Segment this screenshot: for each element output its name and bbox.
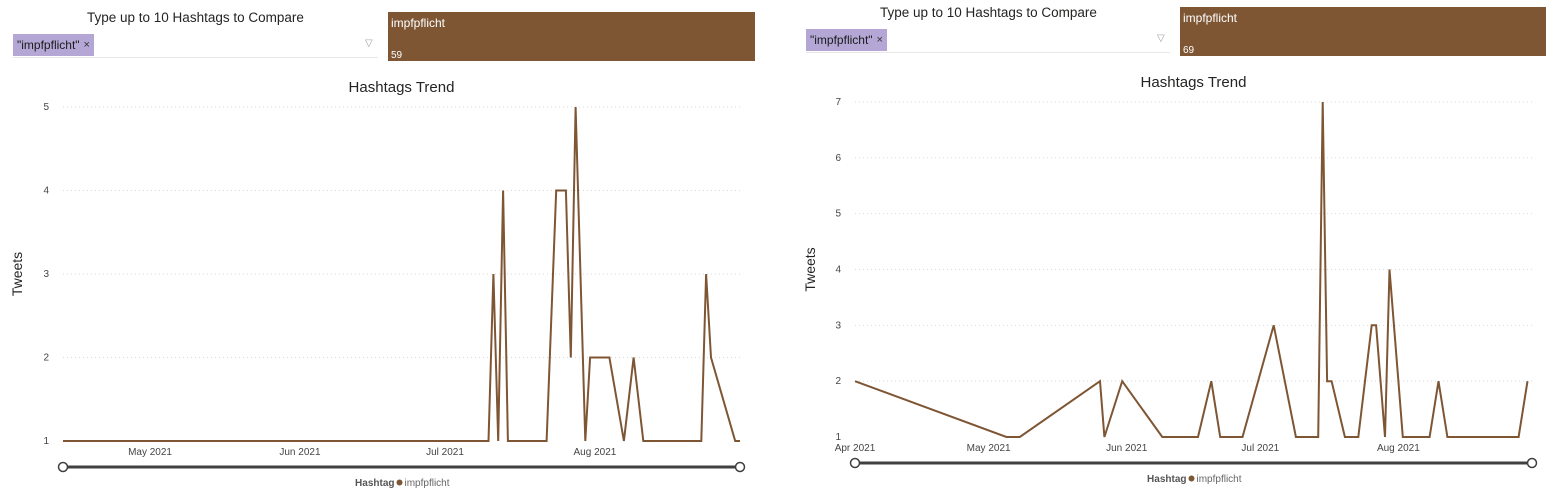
legend-marker: [396, 479, 403, 486]
chip-label: "impfpflicht": [17, 38, 80, 52]
filter-funnel-icon[interactable]: ▽: [365, 38, 373, 49]
y-tick-label: 2: [43, 353, 49, 364]
trend-chart: Hashtags Trend Tweets 1 2 3 4 5 May 2021 Jun 202…: [9, 79, 746, 489]
x-tick-label: Jun 2021: [1106, 443, 1148, 454]
x-tick-label: May 2021: [967, 443, 1011, 454]
y-tick-label: 4: [43, 186, 49, 197]
legend-item[interactable]: impfpflicht: [1197, 474, 1242, 485]
y-tick-label: 2: [835, 376, 841, 387]
y-axis-label: Tweets: [9, 252, 25, 296]
chart-title: Hashtags Trend: [1141, 74, 1247, 91]
left-panel: Type up to 10 Hashtags to Compare "impfp…: [0, 0, 770, 502]
filter-title: Type up to 10 Hashtags to Compare: [880, 5, 1097, 20]
close-icon[interactable]: ×: [876, 34, 883, 46]
range-slider-start-handle[interactable]: [849, 457, 861, 469]
right-panel: Type up to 10 Hashtags to Compare "impfp…: [793, 0, 1554, 502]
x-tick-label: Jun 2021: [279, 447, 321, 458]
card-tweet-count: 59: [391, 50, 403, 61]
y-tick-label: 7: [835, 97, 841, 108]
y-tick-label: 5: [835, 209, 841, 220]
hashtag-count-card: impfpflicht 59: [388, 12, 755, 61]
hashtag-slicer[interactable]: "impfpflicht" × ▽: [13, 31, 378, 58]
hashtag-slicer[interactable]: "impfpflicht" × ▽: [806, 26, 1170, 53]
filter-funnel-icon[interactable]: ▽: [1157, 33, 1165, 44]
hashtag-count-card: impfpflicht 69: [1180, 7, 1546, 56]
close-icon[interactable]: ×: [83, 39, 90, 51]
x-tick-label: Jul 2021: [426, 447, 464, 458]
legend-item[interactable]: impfpflicht: [405, 478, 450, 489]
card-hashtag-name: impfpflicht: [1183, 11, 1238, 25]
legend-marker: [1188, 475, 1195, 482]
y-axis-label: Tweets: [802, 247, 818, 291]
range-slider-start-handle[interactable]: [57, 461, 69, 473]
series-line: [854, 101, 1529, 438]
range-slider-end-handle[interactable]: [1526, 457, 1538, 469]
legend-title: Hashtag: [1147, 474, 1186, 485]
chart-title: Hashtags Trend: [349, 79, 455, 96]
x-tick-label: Aug 2021: [574, 447, 617, 458]
trend-chart: Hashtags Trend Tweets 1 2 3 4 5 6 7 Apr 2021 May 2…: [802, 74, 1538, 485]
y-tick-label: 6: [835, 153, 841, 164]
hashtag-chip[interactable]: "impfpflicht" ×: [806, 29, 887, 51]
x-tick-label: Jul 2021: [1241, 443, 1279, 454]
x-tick-label: Apr 2021: [835, 443, 876, 454]
card-hashtag-name: impfpflicht: [391, 16, 446, 30]
hashtag-chip[interactable]: "impfpflicht" ×: [13, 34, 94, 56]
y-tick-label: 3: [835, 320, 841, 331]
x-tick-label: May 2021: [128, 447, 172, 458]
chip-label: "impfpflicht": [810, 33, 873, 47]
y-tick-label: 1: [43, 436, 49, 447]
filter-title: Type up to 10 Hashtags to Compare: [87, 10, 304, 25]
y-tick-label: 4: [835, 265, 841, 276]
y-tick-label: 1: [835, 432, 841, 443]
y-tick-label: 3: [43, 269, 49, 280]
x-tick-label: Aug 2021: [1377, 443, 1420, 454]
y-tick-label: 5: [43, 102, 49, 113]
series-line: [63, 106, 740, 442]
range-slider-end-handle[interactable]: [734, 461, 746, 473]
legend-title: Hashtag: [355, 478, 394, 489]
card-tweet-count: 69: [1183, 45, 1195, 56]
